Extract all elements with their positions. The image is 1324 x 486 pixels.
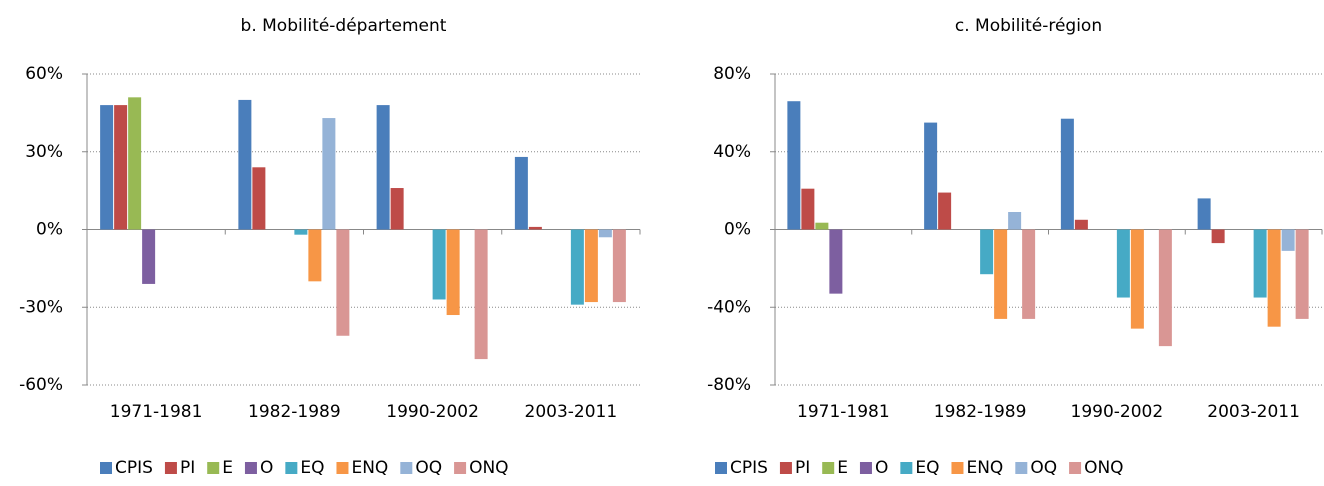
legend-swatch (900, 462, 913, 474)
bar (1074, 219, 1088, 230)
bar (801, 188, 815, 230)
legend-swatch (1015, 462, 1028, 474)
legend-swatch (822, 462, 835, 474)
bar (994, 229, 1008, 319)
y-tick-label: -30% (19, 297, 63, 317)
bar (100, 105, 114, 230)
legend-swatch (859, 462, 872, 474)
legend-label: ENQ (351, 458, 388, 478)
legend-label: OQ (1030, 458, 1057, 478)
bar (114, 105, 128, 230)
bar (514, 156, 528, 230)
bar (376, 105, 390, 230)
y-tick-label: 80% (713, 64, 751, 84)
bar (528, 226, 542, 230)
bar (924, 122, 938, 230)
bar (1281, 229, 1295, 251)
bar (1267, 229, 1281, 327)
legend-swatch (400, 462, 413, 474)
bar (1197, 198, 1211, 230)
bar (1116, 229, 1130, 298)
y-tick-label: 0% (36, 220, 63, 240)
bar (612, 229, 626, 303)
bar (1295, 229, 1309, 319)
legend-swatch (285, 462, 298, 474)
x-tick-label: 1990-2002 (1071, 402, 1164, 422)
legend-label: O (875, 458, 888, 478)
y-tick-label: -60% (19, 375, 63, 395)
legend-swatch (1069, 462, 1082, 474)
legend-swatch (336, 462, 349, 474)
x-tick-label: 1982-1989 (248, 402, 341, 422)
bar (322, 118, 336, 230)
y-tick-label: -40% (707, 297, 751, 317)
legend-label: PI (795, 458, 810, 478)
y-tick-label: -80% (707, 375, 751, 395)
bar (1211, 229, 1225, 244)
legend-label: O (260, 458, 273, 478)
legend-swatch (244, 462, 257, 474)
bar (308, 229, 322, 282)
legend-swatch (715, 462, 727, 474)
bar (446, 229, 460, 316)
bar (1253, 229, 1267, 298)
bar (815, 222, 829, 230)
legend-label: ENQ (966, 458, 1003, 478)
y-tick-label: 30% (25, 142, 63, 162)
bar (390, 188, 404, 230)
legend-label: EQ (915, 458, 939, 478)
chart-title: c. Mobilité-région (955, 16, 1102, 36)
bar (598, 229, 612, 238)
legend-swatch (100, 462, 112, 474)
x-tick-label: 1982-1989 (934, 402, 1027, 422)
bar (1008, 212, 1022, 230)
legend-label: OQ (415, 458, 442, 478)
x-tick-label: 2003-2011 (525, 402, 618, 422)
x-tick-label: 1971-1981 (797, 402, 890, 422)
bar (584, 229, 598, 303)
legend-swatch (951, 462, 964, 474)
bar (336, 229, 350, 336)
legend-label: EQ (300, 458, 324, 478)
legend-swatch (779, 462, 792, 474)
bar (238, 99, 252, 230)
legend-swatch (164, 462, 177, 474)
bar (787, 101, 801, 230)
y-tick-label: 40% (713, 142, 751, 162)
bar (980, 229, 994, 275)
x-tick-label: 1990-2002 (386, 402, 479, 422)
legend-label: CPIS (115, 458, 153, 478)
y-tick-label: 60% (25, 64, 63, 84)
bar (1022, 229, 1036, 319)
legend-swatch (454, 462, 467, 474)
legend-label: E (222, 458, 233, 478)
bar (938, 192, 952, 230)
bar (294, 229, 308, 235)
bar (1130, 229, 1144, 329)
bar (1158, 229, 1172, 347)
x-tick-label: 1971-1981 (110, 402, 203, 422)
bar (128, 97, 142, 230)
chart-title: b. Mobilité-département (241, 16, 447, 36)
bar (474, 229, 488, 360)
y-tick-label: 0% (724, 220, 751, 240)
legend-swatch (207, 462, 220, 474)
bar (1060, 118, 1074, 230)
legend-label: ONQ (1084, 458, 1123, 478)
bar (570, 229, 584, 305)
legend-label: CPIS (730, 458, 768, 478)
bar (252, 167, 266, 230)
legend-label: E (837, 458, 848, 478)
x-tick-label: 2003-2011 (1207, 402, 1300, 422)
bar (142, 229, 156, 284)
bar (829, 229, 843, 294)
legend-label: ONQ (469, 458, 508, 478)
bar (432, 229, 446, 300)
legend-label: PI (180, 458, 195, 478)
